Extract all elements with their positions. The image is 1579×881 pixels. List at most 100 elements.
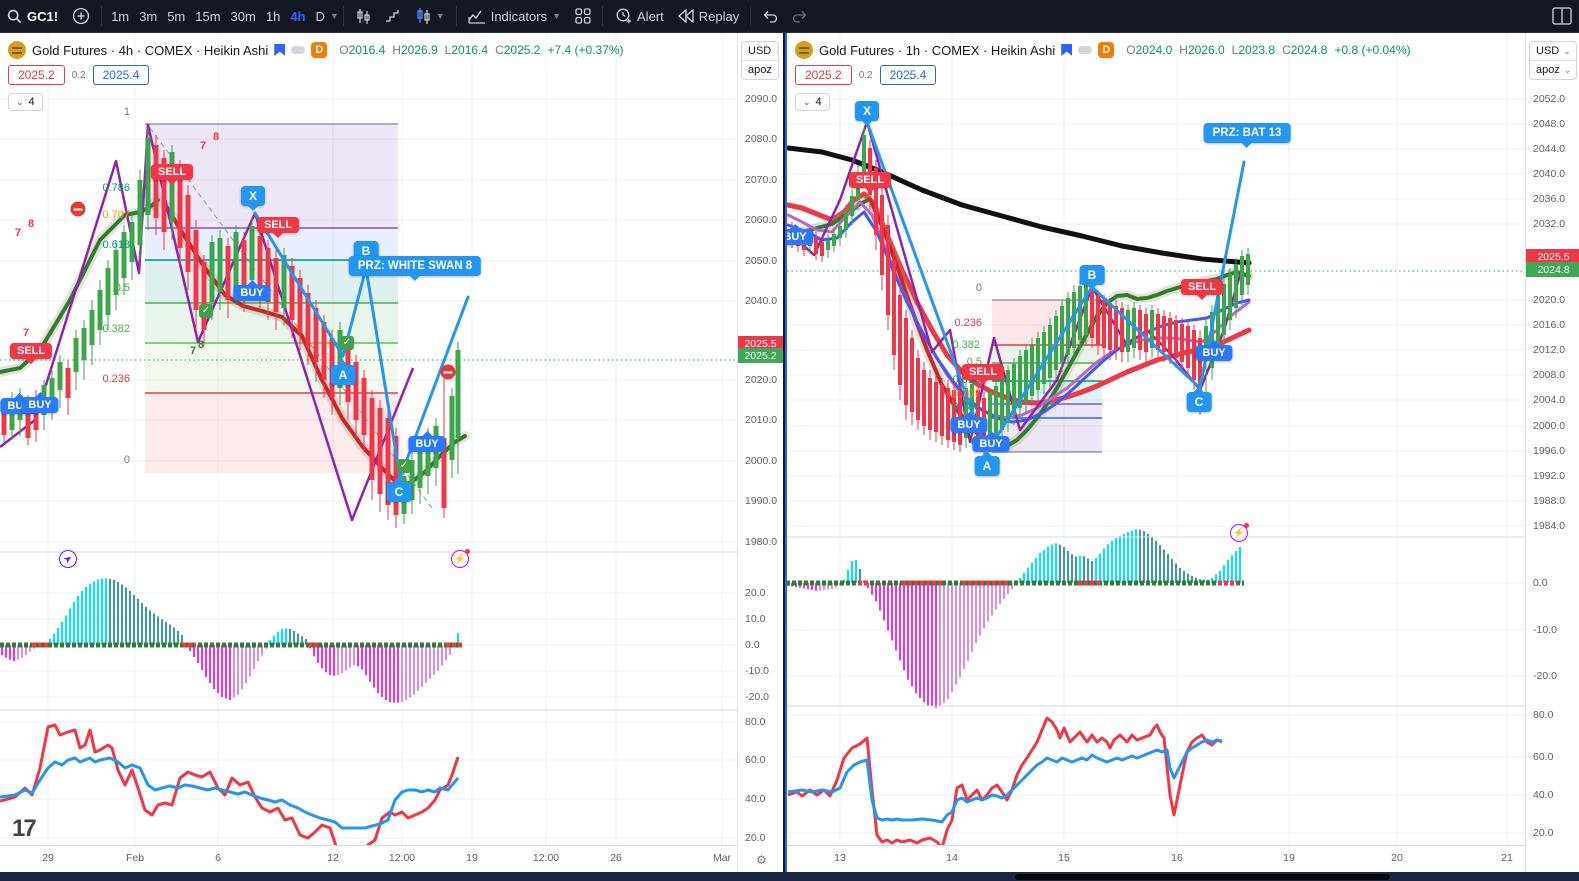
time-axis-label: 12:00	[532, 852, 560, 864]
axis-price-label: 20.0	[745, 832, 766, 844]
templates-button[interactable]	[568, 3, 598, 29]
currency-dropdown[interactable]: USD⌄	[748, 45, 778, 57]
last-price-tag-bid: 2025.2	[738, 348, 783, 363]
axis-price-label: 0.0	[745, 639, 760, 651]
axis-price-label: 10.0	[745, 613, 766, 625]
timeframe-15m[interactable]: 15m	[195, 8, 221, 24]
symbol-name: GC1!	[27, 8, 59, 24]
high-label: H2026.0	[1179, 43, 1225, 57]
axis-price-label: 60.0	[745, 754, 766, 766]
axis-price-label: 20.0	[745, 587, 766, 599]
axis-price-label: 80.0	[745, 716, 766, 728]
timeframe-D[interactable]: D	[315, 8, 325, 24]
flag-icon[interactable]	[274, 44, 286, 56]
axis-unit-box[interactable]: USD⌄ apoz⌄	[1529, 41, 1577, 80]
spread-value: 0.2	[71, 69, 86, 81]
bid-button[interactable]: 2025.2	[8, 65, 65, 85]
axis-price-label: 40.0	[1533, 789, 1554, 801]
chart-title[interactable]: Gold Futures · 4h · COMEX · Heikin Ashi	[32, 42, 269, 58]
time-axis-label: 12:00	[388, 852, 416, 864]
layout-icon	[1552, 7, 1572, 25]
price-axis[interactable]: USD⌄ apoz⌄ 2090.0 2080.0 2070.0 2060.0 2050.0 2…	[737, 33, 783, 872]
axis-price-label: 1990.0	[745, 495, 778, 507]
timeframe-4h[interactable]: 4h	[290, 8, 306, 24]
timeframe-5m[interactable]: 5m	[167, 8, 186, 24]
axis-price-label: -10.0	[1533, 624, 1557, 636]
undo-button[interactable]	[755, 3, 785, 29]
indicators-collapse-chip[interactable]: ⌄ 4	[795, 93, 830, 111]
replay-button[interactable]: Replay	[671, 3, 746, 29]
compare-add-button[interactable]	[65, 3, 97, 29]
axis-price-label: 2000.0	[1533, 420, 1566, 432]
axis-price-label: 2004.0	[1533, 394, 1566, 406]
replay-label: Replay	[698, 8, 740, 24]
last-price-tag-ask: 2025.5	[738, 336, 783, 351]
chart-title[interactable]: Gold Futures · 1h · COMEX · Heikin Ashi	[819, 42, 1056, 58]
ask-button[interactable]: 2025.4	[879, 65, 937, 85]
open-label: O2024.0	[1126, 43, 1173, 57]
layout-select-button[interactable]	[1545, 3, 1579, 29]
time-axis[interactable]: 29 Feb 6 12 12:00 19 12:00 26 Mar	[0, 845, 783, 872]
time-axis-label: 12	[327, 852, 339, 864]
flag-icon[interactable]	[1061, 44, 1073, 56]
toolbar-separator	[101, 6, 103, 26]
interval-badge: D	[1098, 42, 1115, 58]
timeframe-chevron-icon[interactable]: ▼	[329, 11, 339, 21]
bid-ask-row: 2025.2 0.2 2025.4	[8, 65, 150, 85]
time-axis[interactable]: 13 14 15 16 19 20 21	[787, 845, 1579, 872]
axis-price-label: 60.0	[1533, 751, 1554, 763]
axis-price-label: 0.0	[1533, 577, 1548, 589]
indicators-collapse-chip[interactable]: ⌄ 4	[8, 93, 43, 111]
chart-pane-4h[interactable]: Gold Futures · 4h · COMEX · Heikin Ashi …	[0, 33, 783, 872]
step-line-icon	[385, 10, 399, 22]
time-axis-label: Feb	[125, 852, 145, 864]
axis-price-label: 2050.0	[745, 255, 778, 267]
redo-button[interactable]	[785, 3, 815, 29]
toolbar-separator	[455, 6, 457, 26]
toolbar-separator	[602, 6, 604, 26]
axis-price-label: 2048.0	[1533, 118, 1566, 130]
ask-button[interactable]: 2025.4	[92, 65, 150, 85]
axis-price-label: 2020.0	[745, 374, 778, 386]
timeframe-1h[interactable]: 1h	[265, 8, 281, 24]
time-axis-label: 19	[1283, 852, 1295, 864]
axis-price-label: 2020.0	[1533, 294, 1566, 306]
timeframe-1m[interactable]: 1m	[111, 8, 130, 24]
axis-price-label: 2044.0	[1533, 143, 1566, 155]
chart-style-heikin-button[interactable]: ▼	[408, 3, 452, 29]
axis-price-label: 80.0	[1533, 709, 1554, 721]
bid-button[interactable]: 2025.2	[795, 65, 852, 85]
axis-settings-gear-icon[interactable]: ⚙	[756, 853, 767, 867]
indicators-button[interactable]: Indicators ▼	[461, 3, 568, 29]
chart-style-bars-button[interactable]	[348, 3, 378, 29]
tradingview-watermark: 17	[12, 815, 37, 842]
axis-price-label: 2010.0	[745, 414, 778, 426]
unit-dropdown[interactable]: apoz⌄	[1530, 60, 1576, 79]
axis-unit-box[interactable]: USD⌄ apoz⌄	[741, 41, 779, 80]
axis-price-label: 2070.0	[745, 174, 778, 186]
timeframe-3m[interactable]: 3m	[139, 8, 158, 24]
currency-dropdown[interactable]: USD⌄	[1536, 45, 1571, 57]
axis-price-label: 40.0	[745, 793, 766, 805]
grid-icon	[575, 8, 591, 24]
time-axis-label: 14	[946, 852, 958, 864]
last-price-tag-ask: 2025.5	[1526, 249, 1579, 264]
axis-price-label: 20.0	[1533, 827, 1554, 839]
axis-price-label: 1988.0	[1533, 495, 1566, 507]
axis-price-label: 2080.0	[745, 133, 778, 145]
symbol-search[interactable]: GC1!	[0, 3, 65, 29]
axis-price-label: 2000.0	[745, 455, 778, 467]
alert-button[interactable]: Alert	[607, 3, 671, 29]
close-label: C2025.2	[495, 43, 541, 57]
dot-icon	[1078, 46, 1093, 54]
unit-dropdown[interactable]: apoz⌄	[742, 60, 778, 79]
taskbar-pill[interactable]	[1015, 874, 1390, 880]
redo-arrow-icon	[793, 11, 807, 23]
chart-style-step-button[interactable]	[378, 3, 408, 29]
change-value: +0.8 (+0.04%)	[1334, 43, 1411, 57]
axis-price-label: -20.0	[745, 691, 769, 703]
timeframe-30m[interactable]: 30m	[230, 8, 256, 24]
axis-price-label: 2090.0	[745, 93, 778, 105]
price-axis[interactable]: USD ⌄ apoz ⌄ 2052.0 2048.0 2044.0 2040.0 2036.0 2…	[1525, 33, 1579, 872]
chart-pane-1h[interactable]: Gold Futures · 1h · COMEX · Heikin Ashi …	[785, 33, 1579, 872]
